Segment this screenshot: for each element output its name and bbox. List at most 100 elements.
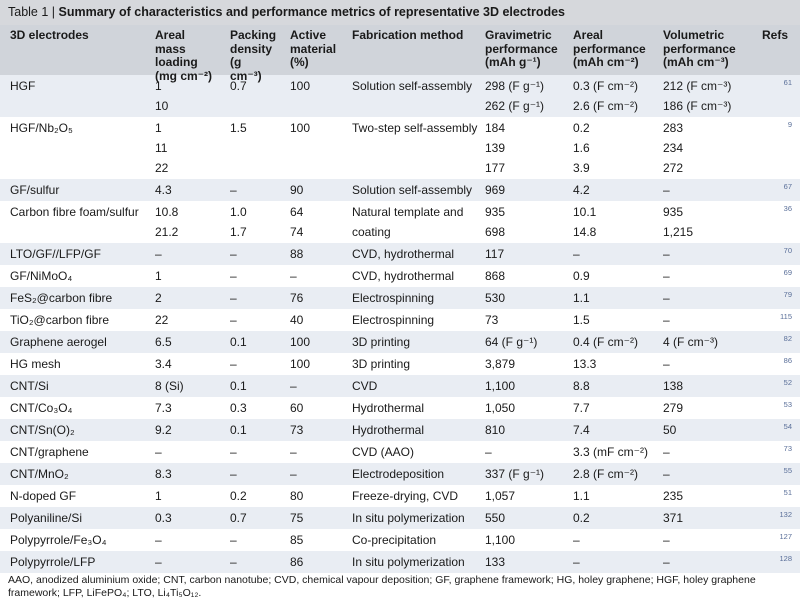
table-cell: 40	[290, 313, 304, 327]
table-cell: –	[230, 357, 237, 371]
table-cell: –	[230, 291, 237, 305]
table-cell: 8.3	[155, 467, 172, 481]
footnote: AAO, anodized aluminium oxide; CNT, carb…	[8, 574, 756, 599]
table-cell: –	[485, 445, 492, 459]
table-cell: 2	[155, 291, 162, 305]
table-cell: 212 (F cm⁻³)	[663, 79, 732, 93]
table-cell: 9.2	[155, 423, 172, 437]
table-row: HGF 1 0.7 100 Solution self-assembly 298 (F g…	[0, 76, 800, 96]
header-cell: Volumetric performance (mAh cm⁻³)	[663, 28, 736, 69]
table-cell: –	[663, 183, 670, 197]
table-cell: 7.7	[573, 401, 590, 415]
table-cell: 1.0	[230, 205, 247, 219]
table-cell: 86	[290, 555, 304, 569]
ref-cell: 128	[779, 554, 792, 563]
header-cell: Areal performance (mAh cm⁻²)	[573, 28, 646, 69]
table-cell: –	[663, 247, 670, 261]
table-cell: 3D printing	[352, 335, 411, 349]
table-cell: HGF	[10, 79, 36, 93]
table-cell: 2.8 (F cm⁻²)	[573, 467, 638, 481]
table-row: CNT/Co₃O₄ 7.3 0.3 60 Hydrothermal 1,050 7.7 279…	[0, 398, 800, 418]
table-cell: 138	[663, 379, 684, 393]
table-cell: 4.3	[155, 183, 172, 197]
table-cell: 1,100	[485, 533, 516, 547]
table-cell: 969	[485, 183, 506, 197]
table-title: Table 1 | Summary of characteristics and…	[0, 0, 800, 25]
ref-cell	[752, 138, 800, 158]
table-cell: 60	[290, 401, 304, 415]
table-cell: –	[230, 183, 237, 197]
table-cell: –	[663, 445, 670, 459]
table-label: Table 1	[8, 5, 49, 19]
table-row: 21.2 1.7 74 coating 698 14.8 1,215	[0, 222, 800, 242]
table-row: FeS₂@carbon fibre 2 – 76 Electrospinning 530 1…	[0, 288, 800, 308]
table-cell: 0.3	[230, 401, 247, 415]
table-cell	[220, 158, 280, 178]
table-cell: 100	[290, 357, 311, 371]
table-cell: 550	[485, 511, 506, 525]
table-cell: –	[230, 313, 237, 327]
table-cell	[0, 222, 145, 242]
table-cell: CNT/Sn(O)₂	[10, 423, 75, 437]
row-group: Polypyrrole/Fe₃O₄ – – 85 Co-precipitation 1,1…	[0, 529, 800, 551]
table-cell: 3.3 (mF cm⁻²)	[573, 445, 648, 459]
table-cell: 279	[663, 401, 684, 415]
table-cell: 10.8	[155, 205, 179, 219]
table-cell: Solution self-assembly	[352, 79, 473, 93]
table-cell: 234	[663, 141, 684, 155]
ref-cell: 127	[779, 532, 792, 541]
table-cell: coating	[352, 225, 391, 239]
row-group: CNT/Sn(O)₂ 9.2 0.1 73 Hydrothermal 810 7.4 50 54	[0, 419, 800, 441]
table-cell: 3.4	[155, 357, 172, 371]
table-cell: 530	[485, 291, 506, 305]
table-cell: –	[290, 269, 297, 283]
table-cell	[280, 158, 342, 178]
table-row: 11 139 1.6 234	[0, 138, 800, 158]
table-cell	[0, 158, 145, 178]
header-cell: Refs	[762, 28, 789, 42]
table-cell: 184	[485, 121, 506, 135]
table-cell: –	[290, 445, 297, 459]
row-group: Carbon fibre foam/sulfur 10.8 1.0 64 Natural…	[0, 201, 800, 243]
table-cell: 1.7	[230, 225, 247, 239]
table-cell: –	[230, 445, 237, 459]
table-cell: 1.6	[573, 141, 590, 155]
table-cell: GF/sulfur	[10, 183, 60, 197]
table-cell: 3.9	[573, 161, 590, 175]
table-cell: 100	[290, 79, 311, 93]
ref-cell: 82	[783, 334, 792, 343]
table-cell	[342, 138, 475, 158]
table-cell: 0.1	[230, 335, 247, 349]
ref-cell: 132	[779, 510, 792, 519]
table-cell: 1,100	[485, 379, 516, 393]
table-cell	[342, 158, 475, 178]
table-cell: Electrodeposition	[352, 467, 445, 481]
table-cell: –	[663, 467, 670, 481]
table-cell: –	[155, 445, 162, 459]
table-cell: 935	[485, 205, 506, 219]
table-cell: 0.2	[230, 489, 247, 503]
table-cell: –	[230, 533, 237, 547]
ref-cell: 54	[783, 422, 792, 431]
row-group: LTO/GF//LFP/GF – – 88 CVD, hydrothermal 117 – –…	[0, 243, 800, 265]
row-group: FeS₂@carbon fibre 2 – 76 Electrospinning 530 1…	[0, 287, 800, 309]
table-cell: –	[663, 269, 670, 283]
table-cell: –	[155, 533, 162, 547]
table-cell: 10.1	[573, 205, 597, 219]
table-cell: Hydrothermal	[352, 423, 425, 437]
table-cell: Co-precipitation	[352, 533, 437, 547]
table-cell: 1	[155, 269, 162, 283]
table-cell: 1	[155, 79, 162, 93]
table-row: HGF/Nb₂O₅ 1 1.5 100 Two-step self-assembly 18…	[0, 118, 800, 138]
table-cell: 76	[290, 291, 304, 305]
table-cell: 1,050	[485, 401, 516, 415]
table-cell: 298 (F g⁻¹)	[485, 79, 545, 93]
table-cell: 0.2	[573, 511, 590, 525]
table-cell: 1.1	[573, 489, 590, 503]
table-cell: Two-step self-assembly	[352, 121, 478, 135]
table-cell: 22	[155, 313, 169, 327]
table-cell: CNT/MnO₂	[10, 467, 69, 481]
table-cell: –	[663, 291, 670, 305]
table-row: CNT/graphene – – – CVD (AAO) – 3.3 (mF cm⁻²) – 7…	[0, 442, 800, 462]
table-cell: 1	[155, 489, 162, 503]
